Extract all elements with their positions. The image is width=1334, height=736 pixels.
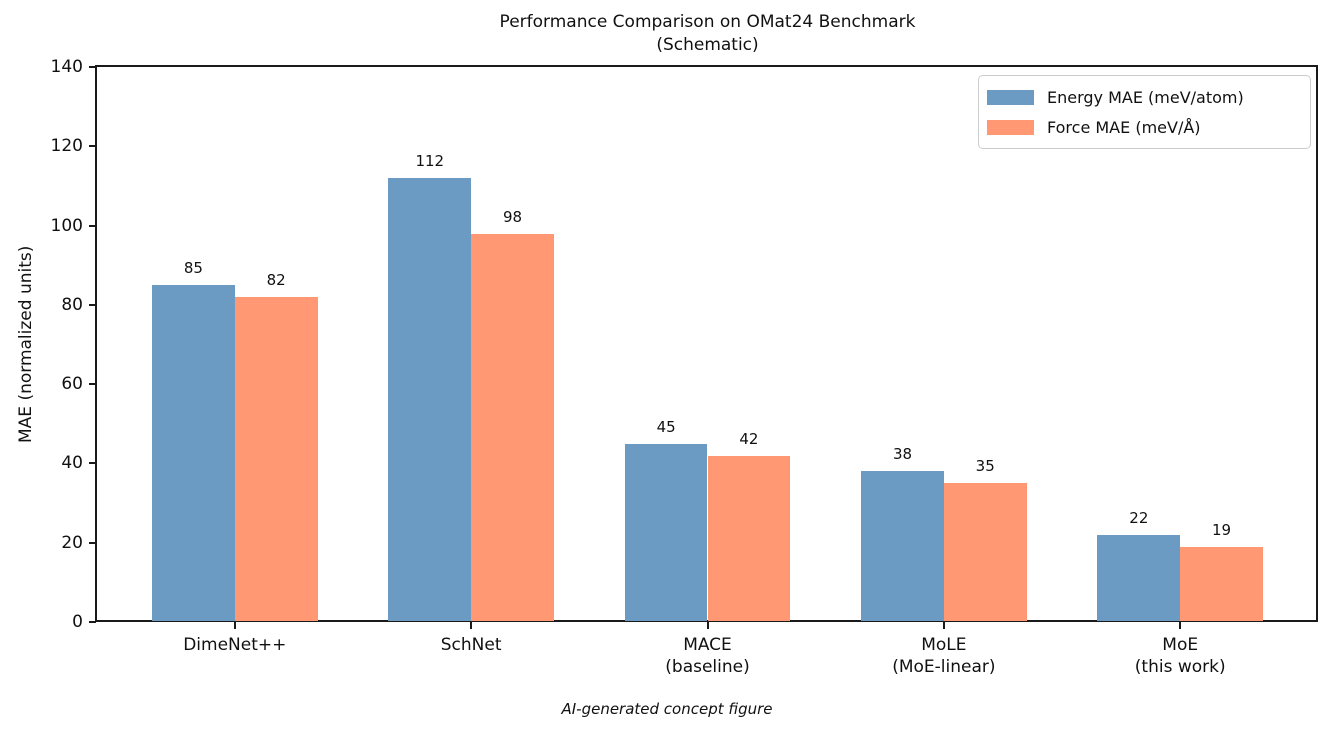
legend-swatch	[987, 119, 1034, 135]
x-tick-label: MoLE (MoE-linear)	[892, 635, 996, 677]
bar	[1097, 534, 1181, 621]
x-tick-mark	[233, 622, 236, 629]
x-tick-mark	[706, 622, 709, 629]
bar-value-label: 22	[1129, 508, 1149, 527]
y-tick-mark	[89, 145, 96, 148]
bar-value-label: 45	[656, 417, 676, 436]
bar-value-label: 98	[502, 207, 523, 226]
x-tick-mark	[942, 622, 945, 629]
bar-value-label: 85	[183, 259, 203, 278]
legend: Energy MAE (meV/atom) Force MAE (meV/Å)	[978, 75, 1311, 149]
legend-label: Force MAE (meV/Å)	[1047, 117, 1201, 137]
y-tick-label: 80	[61, 294, 83, 315]
x-tick-mark	[470, 622, 473, 629]
bar	[1180, 546, 1263, 621]
y-tick-label: 20	[61, 532, 83, 553]
bar-value-label: 35	[975, 457, 995, 476]
bar	[707, 455, 791, 621]
bar	[152, 285, 235, 621]
x-tick-mark	[1179, 622, 1182, 629]
y-tick-label: 60	[61, 374, 83, 395]
bar-value-label: 38	[892, 445, 913, 464]
y-tick-label: 120	[50, 136, 83, 157]
legend-swatch	[987, 89, 1034, 105]
bar-value-label: 42	[739, 429, 759, 448]
y-tick-mark	[89, 224, 96, 227]
bar	[624, 443, 708, 621]
legend-item: Energy MAE (meV/atom)	[987, 82, 1300, 112]
bar-value-label: 112	[415, 152, 445, 170]
bar	[234, 296, 318, 621]
y-tick-label: 0	[72, 612, 83, 632]
x-tick-label: SchNet	[440, 635, 502, 655]
y-tick-mark	[89, 541, 96, 544]
legend-label: Energy MAE (meV/atom)	[1047, 87, 1244, 107]
x-tick-label: MACE (baseline)	[665, 635, 750, 677]
bar-value-label: 82	[266, 270, 286, 289]
legend-item: Force MAE (meV/Å)	[987, 112, 1300, 142]
chart-title-line1: Performance Comparison on OMat24 Benchma…	[499, 12, 916, 32]
caption: AI-generated concept figure	[561, 700, 773, 718]
bar	[943, 483, 1027, 621]
chart-title-line2: (Schematic)	[656, 35, 759, 55]
bar-value-label: 19	[1212, 520, 1232, 539]
chart-title: Performance Comparison on OMat24 Benchma…	[97, 11, 1318, 57]
y-tick-mark	[89, 621, 96, 623]
y-axis-label: MAE (normalized units)	[16, 245, 36, 444]
bar	[388, 178, 472, 621]
y-tick-label: 140	[50, 57, 83, 77]
y-tick-mark	[89, 66, 96, 68]
bar	[471, 233, 554, 621]
y-tick-mark	[89, 462, 96, 465]
y-tick-mark	[89, 303, 96, 306]
x-tick-label: MoE (this work)	[1134, 635, 1226, 677]
bar	[861, 471, 944, 621]
y-tick-label: 100	[50, 215, 83, 236]
y-tick-label: 40	[61, 453, 83, 474]
x-tick-label: DimeNet++	[183, 635, 287, 655]
y-tick-mark	[89, 383, 96, 386]
